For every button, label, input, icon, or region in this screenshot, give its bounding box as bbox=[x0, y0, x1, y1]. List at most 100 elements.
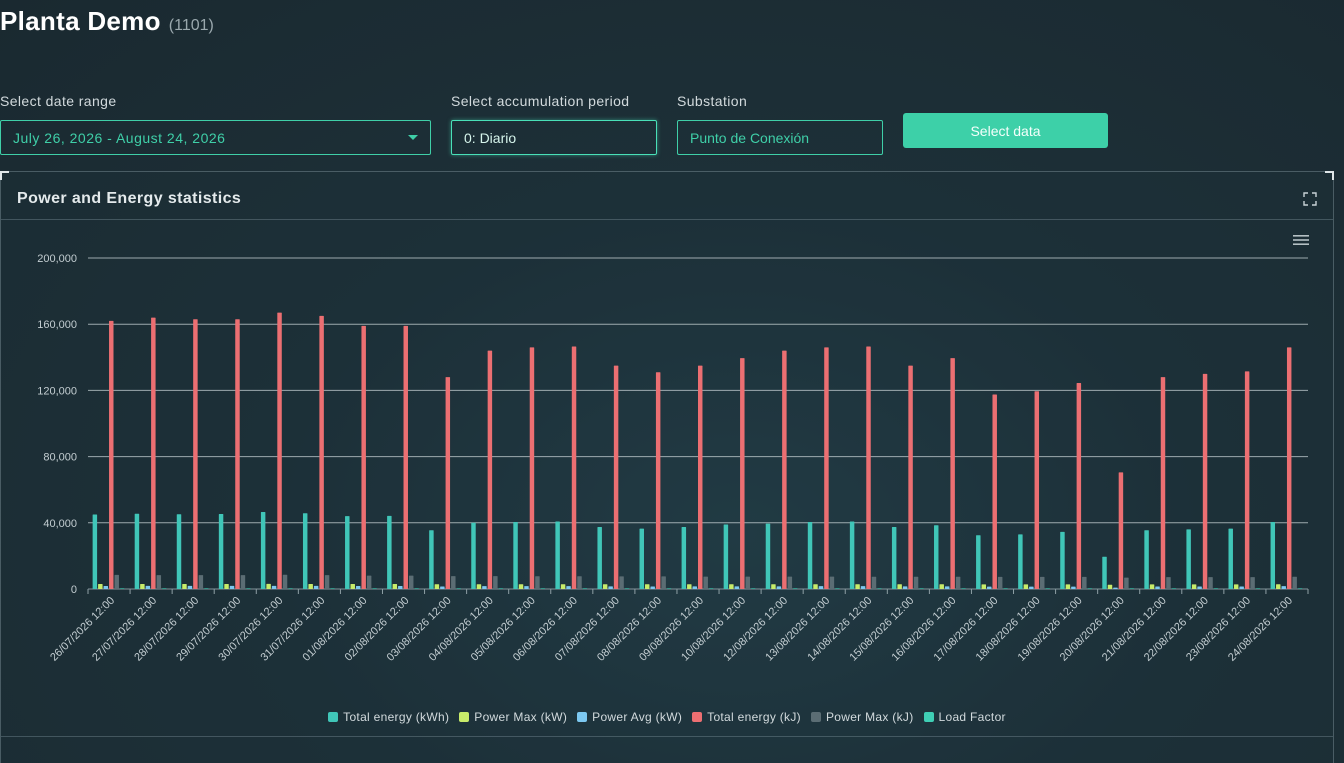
bar-load_factor bbox=[708, 588, 714, 589]
bar-total_energy_kwh bbox=[176, 514, 182, 589]
bar-total_energy_kwh bbox=[260, 512, 266, 589]
bar-total_energy_kwh bbox=[807, 521, 813, 589]
legend-swatch bbox=[577, 712, 588, 722]
power-energy-chart: 040,00080,000120,000160,000200,00026/07/… bbox=[37, 253, 1309, 664]
substation-value: Punto de Conexión bbox=[690, 129, 810, 146]
bar-power_avg_kw bbox=[944, 586, 950, 589]
bar-power_max_kj bbox=[451, 576, 456, 589]
bar-power_max_kw bbox=[1023, 584, 1029, 589]
legend-item[interactable]: Total energy (kWh) bbox=[328, 710, 449, 724]
bar-load_factor bbox=[372, 588, 377, 589]
bar-total_energy_kwh bbox=[134, 513, 140, 589]
bar-total_energy_kj bbox=[445, 377, 451, 589]
bar-power_max_kj bbox=[156, 575, 162, 589]
bar-total_energy_kj bbox=[655, 372, 661, 589]
bar-power_max_kw bbox=[687, 584, 692, 589]
bar-power_max_kj bbox=[997, 576, 1003, 589]
y-tick-label: 200,000 bbox=[37, 253, 77, 265]
bar-power_avg_kw bbox=[440, 586, 445, 589]
bar-power_max_kw bbox=[897, 584, 902, 589]
panel-title: Power and Energy statistics bbox=[17, 190, 242, 207]
bar-total_energy_kj bbox=[1118, 472, 1124, 589]
bar-power_avg_kw bbox=[818, 586, 824, 589]
bar-power_max_kj bbox=[1040, 576, 1045, 589]
bar-power_avg_kw bbox=[1113, 587, 1118, 589]
panel-footer-divider bbox=[1, 736, 1333, 737]
bar-total_energy_kj bbox=[1076, 382, 1082, 589]
bar-load_factor bbox=[330, 588, 335, 589]
legend-item[interactable]: Total energy (kJ) bbox=[692, 710, 801, 724]
bar-load_factor bbox=[246, 588, 251, 589]
date-range-label: Select date range bbox=[0, 93, 117, 109]
bar-total_energy_kwh bbox=[302, 513, 308, 589]
bar-total_energy_kj bbox=[824, 347, 829, 589]
bar-total_energy_kj bbox=[277, 312, 282, 589]
bar-power_max_kj bbox=[577, 576, 582, 589]
period-label: Select accumulation period bbox=[451, 93, 630, 109]
bar-total_energy_kj bbox=[403, 325, 408, 589]
page-header: Planta Demo (1101) bbox=[0, 6, 214, 37]
bar-total_energy_kj bbox=[1034, 391, 1040, 589]
bar-total_energy_kj bbox=[740, 358, 745, 589]
bar-load_factor bbox=[1087, 588, 1093, 589]
bar-load_factor bbox=[666, 588, 672, 589]
bar-power_avg_kw bbox=[776, 586, 782, 589]
bar-load_factor bbox=[1213, 588, 1219, 589]
bar-load_factor bbox=[456, 588, 461, 589]
bar-total_energy_kj bbox=[908, 365, 913, 589]
bar-power_avg_kw bbox=[398, 586, 403, 589]
legend-item[interactable]: Power Max (kJ) bbox=[810, 710, 914, 724]
bar-total_energy_kj bbox=[950, 358, 955, 589]
bar-total_energy_kwh bbox=[345, 516, 350, 589]
bar-total_energy_kj bbox=[235, 319, 240, 589]
bar-power_avg_kw bbox=[145, 585, 151, 589]
bar-power_avg_kw bbox=[1071, 586, 1076, 589]
bar-power_avg_kw bbox=[313, 585, 319, 589]
chart-menu-icon[interactable] bbox=[1293, 234, 1309, 246]
bar-total_energy_kj bbox=[782, 350, 787, 589]
bar-total_energy_kwh bbox=[681, 526, 687, 589]
period-select[interactable]: 0: Diario bbox=[451, 120, 657, 155]
legend-item[interactable]: Power Avg (kW) bbox=[577, 710, 682, 724]
bar-power_max_kj bbox=[787, 576, 793, 589]
bar-power_avg_kw bbox=[566, 586, 571, 589]
bar-power_max_kw bbox=[981, 584, 987, 589]
date-range-value: July 26, 2026 - August 24, 2026 bbox=[13, 129, 226, 146]
substation-select[interactable]: Punto de Conexión bbox=[677, 120, 883, 155]
bar-total_energy_kj bbox=[992, 394, 997, 589]
legend-item[interactable]: Load Factor bbox=[923, 710, 1006, 724]
bar-load_factor bbox=[288, 588, 293, 589]
bar-power_max_kw bbox=[602, 584, 608, 589]
bar-power_max_kw bbox=[1276, 584, 1281, 589]
y-tick-label: 120,000 bbox=[37, 385, 77, 397]
bar-load_factor bbox=[414, 588, 419, 589]
bar-load_factor bbox=[119, 588, 125, 589]
plant-id: (1101) bbox=[168, 17, 214, 34]
bar-total_energy_kj bbox=[1160, 377, 1166, 589]
legend-item[interactable]: Power Max (kW) bbox=[459, 710, 567, 724]
date-range-picker[interactable]: July 26, 2026 - August 24, 2026 bbox=[0, 120, 431, 155]
bar-total_energy_kwh bbox=[1228, 528, 1233, 589]
bar-power_avg_kw bbox=[902, 586, 908, 589]
bar-power_max_kj bbox=[1250, 577, 1255, 589]
select-data-button[interactable]: Select data bbox=[903, 113, 1108, 148]
panel-header-divider bbox=[1, 219, 1333, 220]
fullscreen-icon[interactable] bbox=[1303, 192, 1317, 206]
bar-total_energy_kj bbox=[1244, 371, 1250, 589]
bar-power_max_kj bbox=[703, 576, 708, 589]
legend-label: Power Avg (kW) bbox=[592, 710, 683, 724]
bar-total_energy_kwh bbox=[723, 524, 729, 589]
bar-power_max_kj bbox=[829, 576, 835, 589]
bar-power_max_kj bbox=[955, 576, 961, 589]
bar-total_energy_kj bbox=[571, 346, 577, 589]
bar-total_energy_kwh bbox=[387, 515, 392, 589]
bar-load_factor bbox=[498, 588, 504, 589]
bar-load_factor bbox=[204, 588, 209, 589]
bar-power_max_kj bbox=[745, 576, 751, 589]
bar-power_max_kw bbox=[392, 584, 398, 589]
bar-load_factor bbox=[793, 588, 798, 589]
bar-power_max_kj bbox=[1124, 577, 1129, 589]
bar-total_energy_kwh bbox=[765, 523, 771, 589]
legend-label: Power Max (kW) bbox=[474, 710, 568, 724]
bar-load_factor bbox=[540, 588, 546, 589]
